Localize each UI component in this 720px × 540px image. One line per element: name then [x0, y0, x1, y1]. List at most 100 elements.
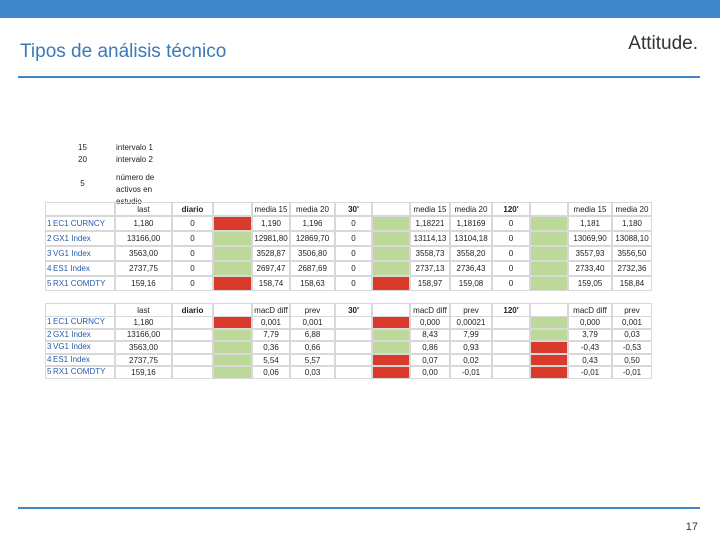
signal-cell: [372, 276, 410, 291]
value-cell: -0,01: [622, 368, 642, 378]
column-header: prev: [612, 303, 652, 317]
table-cell: [45, 276, 115, 291]
value-cell: 0,000: [419, 317, 441, 327]
ticker: GX1 Index: [53, 234, 91, 243]
table-cell: [252, 276, 290, 291]
table-cell: [612, 246, 652, 261]
value-cell: 13166,00: [126, 330, 161, 340]
value-cell: 0,66: [304, 342, 321, 352]
table-cell: [612, 366, 652, 379]
footer-rule: [18, 507, 700, 509]
value-cell: 0,001: [621, 317, 643, 327]
table-cell: [568, 366, 612, 379]
value-cell: 0,03: [624, 330, 640, 340]
header-cell: [45, 303, 115, 317]
ticker: EC1 CURNCY: [53, 317, 106, 326]
value-cell: 158,97: [417, 279, 443, 288]
table-cell: [450, 341, 492, 354]
table-cell: [568, 276, 612, 291]
value-cell: 3558,73: [415, 249, 445, 258]
table-cell: [335, 231, 372, 246]
column-header: media 15: [568, 202, 612, 216]
signal-cell: [530, 261, 568, 276]
value-cell: 1,190: [260, 219, 282, 228]
column-header: diario: [172, 202, 213, 216]
column-header: last: [115, 202, 172, 216]
value-cell: 3558,20: [456, 249, 486, 258]
value-cell: -0,01: [461, 368, 481, 378]
value-cell: 13088,10: [615, 234, 649, 243]
signal-cell: [213, 353, 252, 367]
table-cell: [172, 216, 213, 231]
ticker: EC1 CURNCY: [53, 219, 106, 228]
value-cell: 0,001: [260, 317, 282, 327]
value-cell: 0: [508, 279, 514, 288]
table-cell: [568, 353, 612, 367]
value-cell: 0: [190, 219, 195, 228]
table-cell: [450, 261, 492, 276]
table-cell: [335, 341, 372, 354]
value-cell: 0: [351, 219, 356, 228]
column-header: macD diff: [252, 303, 290, 317]
table-cell: [172, 366, 213, 379]
table-cell: [172, 328, 213, 342]
table-cell: [492, 366, 530, 379]
ticker: RX1 COMDTY: [53, 367, 106, 377]
value-cell: 13104,18: [454, 234, 488, 243]
table-cell: [612, 328, 652, 342]
parameter-label: número de activos en estudio: [116, 173, 155, 206]
value-cell: 2737,75: [129, 264, 158, 273]
signal-cell: [213, 276, 252, 291]
signal-cell: [530, 231, 568, 246]
signal-cell: [372, 246, 410, 261]
value-cell: -0,53: [622, 342, 642, 352]
column-header: diario: [172, 303, 213, 317]
signal-cell: [213, 341, 252, 354]
value-cell: 0: [508, 264, 514, 273]
signal-cell: [530, 353, 568, 367]
column-header: prev: [450, 303, 492, 317]
table-cell: [115, 316, 172, 329]
table-cell: [492, 341, 530, 354]
value-cell: 7,99: [463, 330, 479, 340]
value-cell: 6,88: [304, 330, 321, 340]
table-cell: [252, 328, 290, 342]
table-cell: [290, 341, 335, 354]
table-cell: [335, 261, 372, 276]
column-header: 120': [492, 303, 530, 317]
value-cell: 0,000: [579, 317, 601, 327]
top-bar: [0, 0, 720, 18]
table-cell: [290, 231, 335, 246]
row-index: 5: [47, 279, 52, 288]
signal-cell: [530, 328, 568, 342]
table-cell: [45, 261, 115, 276]
value-cell: 12869,70: [295, 234, 330, 243]
table-cell: [115, 366, 172, 379]
value-cell: 2736,43: [456, 264, 486, 273]
table-cell: [410, 341, 450, 354]
signal-cell: [372, 341, 410, 354]
table-cell: [290, 328, 335, 342]
table-cell: [450, 316, 492, 329]
table-cell: [568, 216, 612, 231]
table-cell: [115, 341, 172, 354]
table-cell: [450, 366, 492, 379]
table-cell: [290, 246, 335, 261]
value-cell: 5,57: [304, 355, 321, 365]
table-cell: [172, 231, 213, 246]
value-cell: 2687,69: [298, 264, 327, 273]
signal-cell: [213, 216, 252, 231]
table-cell: [568, 246, 612, 261]
value-cell: 13114,13: [413, 234, 447, 243]
table-cell: [290, 216, 335, 231]
signal-cell: [213, 246, 252, 261]
value-cell: 0: [351, 279, 356, 288]
value-cell: 0,86: [422, 342, 438, 352]
table-cell: [252, 366, 290, 379]
parameter-label: intervalo 1: [116, 143, 153, 152]
table-cell: [45, 341, 115, 354]
table-cell: [568, 231, 612, 246]
table-cell: [612, 276, 652, 291]
value-cell: 0,06: [263, 368, 279, 378]
parameter-label: intervalo 2: [116, 155, 153, 164]
